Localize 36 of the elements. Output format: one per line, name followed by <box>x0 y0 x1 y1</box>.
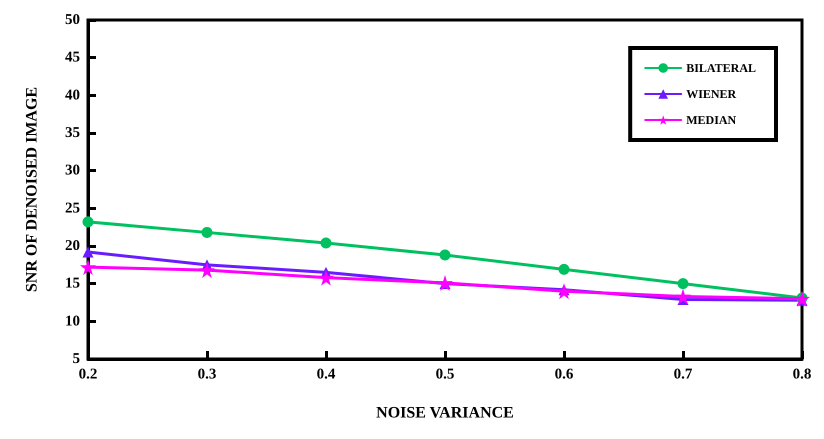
point <box>82 216 94 228</box>
point <box>794 290 810 307</box>
point <box>440 250 450 261</box>
y-tick-label: 20 <box>65 238 80 254</box>
y-tick-label: 25 <box>65 200 80 216</box>
y-tick-label: 10 <box>65 313 80 330</box>
y-axis-title: SNR OF DENOISED IMAGE <box>24 86 40 292</box>
legend-label: WIENER <box>686 87 737 101</box>
x-axis-title: NOISE VARIANCE <box>376 404 514 422</box>
legend-label: BILATERAL <box>686 61 756 75</box>
point <box>320 237 332 248</box>
point <box>678 278 688 290</box>
point <box>437 274 453 291</box>
x-tick-label: 0.8 <box>792 366 812 382</box>
y-tick-label: 50 <box>65 12 80 28</box>
x-tick-label: 0.6 <box>554 366 574 382</box>
x-tick-label: 0.5 <box>436 366 454 382</box>
legend-label: MEDIAN <box>686 113 737 127</box>
point <box>199 262 215 278</box>
point <box>675 288 691 304</box>
x-tick-label: 0.4 <box>316 366 336 382</box>
x-tick-label: 0.7 <box>674 366 693 382</box>
point <box>202 226 212 238</box>
x-tick-label: 0.2 <box>78 366 98 382</box>
y-tick-label: 45 <box>65 50 80 66</box>
y-tick-label: 5 <box>72 351 80 367</box>
y-tick-label: 35 <box>65 125 80 141</box>
y-tick-label: 40 <box>65 87 80 104</box>
point <box>318 270 334 286</box>
point <box>82 246 94 258</box>
point <box>558 264 570 275</box>
y-tick-label: 30 <box>65 162 80 179</box>
point <box>80 259 96 276</box>
x-tick-label: 0.3 <box>198 366 216 382</box>
point <box>556 283 572 300</box>
y-tick-label: 15 <box>65 276 80 292</box>
